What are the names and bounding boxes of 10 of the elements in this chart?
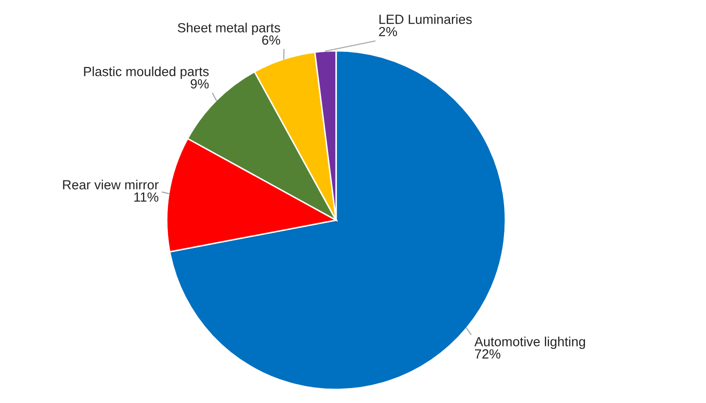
- slice-label: LED Luminaries: [379, 14, 472, 24]
- slice-label: Automotive lighting: [474, 336, 585, 349]
- data-label: 11%: [134, 192, 158, 202]
- data-label: 9%: [190, 79, 209, 89]
- slice-label: Sheet metal parts: [178, 22, 280, 36]
- slice-label: Plastic moulded parts: [84, 66, 209, 79]
- slice-label: Rear view mirror: [63, 180, 159, 190]
- data-label: 2%: [379, 26, 397, 36]
- data-label: 72%: [475, 349, 500, 359]
- data-label: 6%: [262, 35, 280, 45]
